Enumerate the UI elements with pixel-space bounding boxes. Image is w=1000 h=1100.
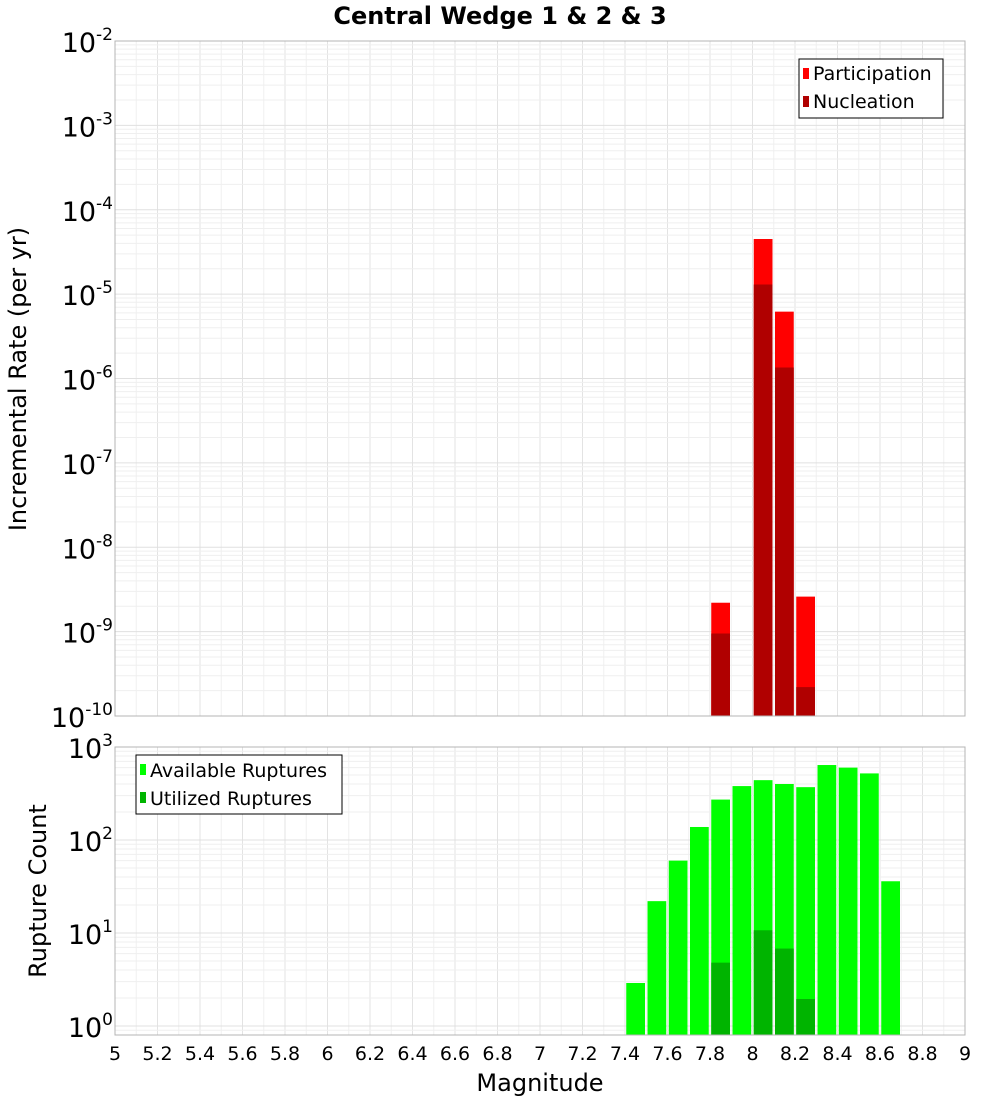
y-tick-exponent: -2: [96, 25, 113, 45]
bar-utilized-ruptures: [775, 948, 794, 1035]
y-tick-exponent: -9: [96, 616, 113, 636]
y-tick-exponent: 2: [102, 824, 113, 844]
y-tick-exponent: 3: [102, 731, 113, 751]
bar-nucleation: [711, 633, 730, 716]
legend-label-available: Available Ruptures: [150, 760, 327, 782]
chart-title: Central Wedge 1 & 2 & 3: [333, 2, 666, 30]
bar-available-ruptures: [668, 860, 688, 1035]
x-tick-label: 8: [746, 1043, 758, 1065]
y-tick-exponent: -6: [96, 363, 113, 383]
bar-available-ruptures: [860, 773, 879, 1035]
y-tick-label: 10: [68, 734, 102, 765]
x-axis-label: Magnitude: [476, 1069, 603, 1097]
legend-swatch-participation: [803, 68, 809, 79]
x-tick-label: 7.8: [695, 1043, 725, 1065]
y-tick-exponent: -5: [96, 278, 113, 298]
x-tick-label: 8.4: [822, 1043, 852, 1065]
bar-available-ruptures: [647, 901, 667, 1035]
x-tick-label: 5.6: [227, 1043, 257, 1065]
x-tick-label: 6: [321, 1043, 333, 1065]
bar-utilized-ruptures: [711, 962, 730, 1035]
bar-utilized-ruptures: [753, 930, 773, 1035]
bottom-legend-box: [135, 754, 343, 815]
legend-label-participation: Participation: [813, 63, 932, 85]
bar-participation: [796, 596, 815, 716]
bar-available-ruptures: [796, 787, 815, 1035]
legend-label-nucleation: Nucleation: [813, 91, 915, 113]
x-tick-label: 8.6: [865, 1043, 895, 1065]
x-tick-label: 7: [534, 1043, 546, 1065]
legend-swatch-available: [140, 764, 146, 775]
bar-available-ruptures: [626, 982, 645, 1035]
y-tick-exponent: -7: [96, 447, 113, 467]
bottom-plot-frame: [114, 746, 966, 1036]
y-tick-label: 10: [62, 366, 96, 397]
x-tick-label: 6.2: [355, 1043, 385, 1065]
x-tick-label: 9: [959, 1043, 971, 1065]
y-tick-label: 10: [68, 920, 102, 951]
bar-nucleation: [796, 687, 815, 716]
y-tick-label: 10: [62, 197, 96, 228]
bar-nucleation: [775, 367, 794, 716]
y-tick-label: 10: [68, 1013, 102, 1044]
x-tick-label: 7.6: [652, 1043, 682, 1065]
y-tick-label: 10: [62, 450, 96, 481]
x-tick-label: 7.2: [567, 1043, 597, 1065]
y-tick-exponent: -8: [96, 531, 113, 551]
x-tick-label: 6.6: [440, 1043, 470, 1065]
x-tick-label: 5.2: [142, 1043, 172, 1065]
legend-swatch-utilized: [140, 792, 146, 803]
y-tick-label: 10: [68, 827, 102, 858]
x-tick-label: 7.4: [610, 1043, 640, 1065]
top-legend: Participation Nucleation: [798, 58, 944, 119]
y-tick-label: 10: [62, 534, 96, 565]
y-tick-label: 10: [51, 703, 85, 734]
bottom-bars: [626, 765, 900, 1035]
y-tick-label: 10: [62, 28, 96, 59]
y-tick-label: 10: [62, 112, 96, 143]
top-y-axis-label: Incremental Rate (per yr): [4, 227, 32, 531]
legend-swatch-nucleation: [803, 96, 809, 107]
y-tick-exponent: -10: [85, 700, 113, 720]
x-tick-label: 8.8: [907, 1043, 937, 1065]
top-grid: [114, 40, 966, 717]
bottom-y-axis-label: Rupture Count: [24, 804, 52, 978]
bar-available-ruptures: [690, 826, 709, 1035]
legend-label-utilized: Utilized Ruptures: [150, 788, 312, 810]
y-tick-exponent: 1: [102, 917, 113, 937]
bar-available-ruptures: [817, 765, 837, 1035]
x-tick-label: 5.8: [270, 1043, 300, 1065]
y-tick-label: 10: [62, 281, 96, 312]
x-tick-label: 6.8: [482, 1043, 512, 1065]
y-tick-label: 10: [62, 619, 96, 650]
bottom-legend: Available Ruptures Utilized Ruptures: [135, 754, 343, 815]
x-tick-label: 6.4: [397, 1043, 427, 1065]
bar-utilized-ruptures: [796, 999, 815, 1035]
bar-available-ruptures: [881, 881, 900, 1035]
bar-available-ruptures: [838, 767, 858, 1035]
top-legend-box: [798, 58, 944, 119]
x-ticks: 5 5.2 5.4 5.6 5.8 6 6.2 6.4 6.6 6.8 7 7.2 7.4 7.6 7.8 8…: [109, 1043, 971, 1065]
bar-available-ruptures: [732, 786, 752, 1035]
y-tick-exponent: 0: [102, 1010, 113, 1030]
x-tick-label: 5.4: [185, 1043, 215, 1065]
x-tick-label: 5: [109, 1043, 121, 1065]
y-tick-exponent: -4: [96, 194, 113, 214]
top-bars: [711, 239, 815, 716]
top-plot-frame: [114, 40, 966, 717]
y-tick-exponent: -3: [96, 109, 113, 129]
bar-nucleation: [753, 284, 773, 716]
x-tick-label: 8.2: [780, 1043, 810, 1065]
